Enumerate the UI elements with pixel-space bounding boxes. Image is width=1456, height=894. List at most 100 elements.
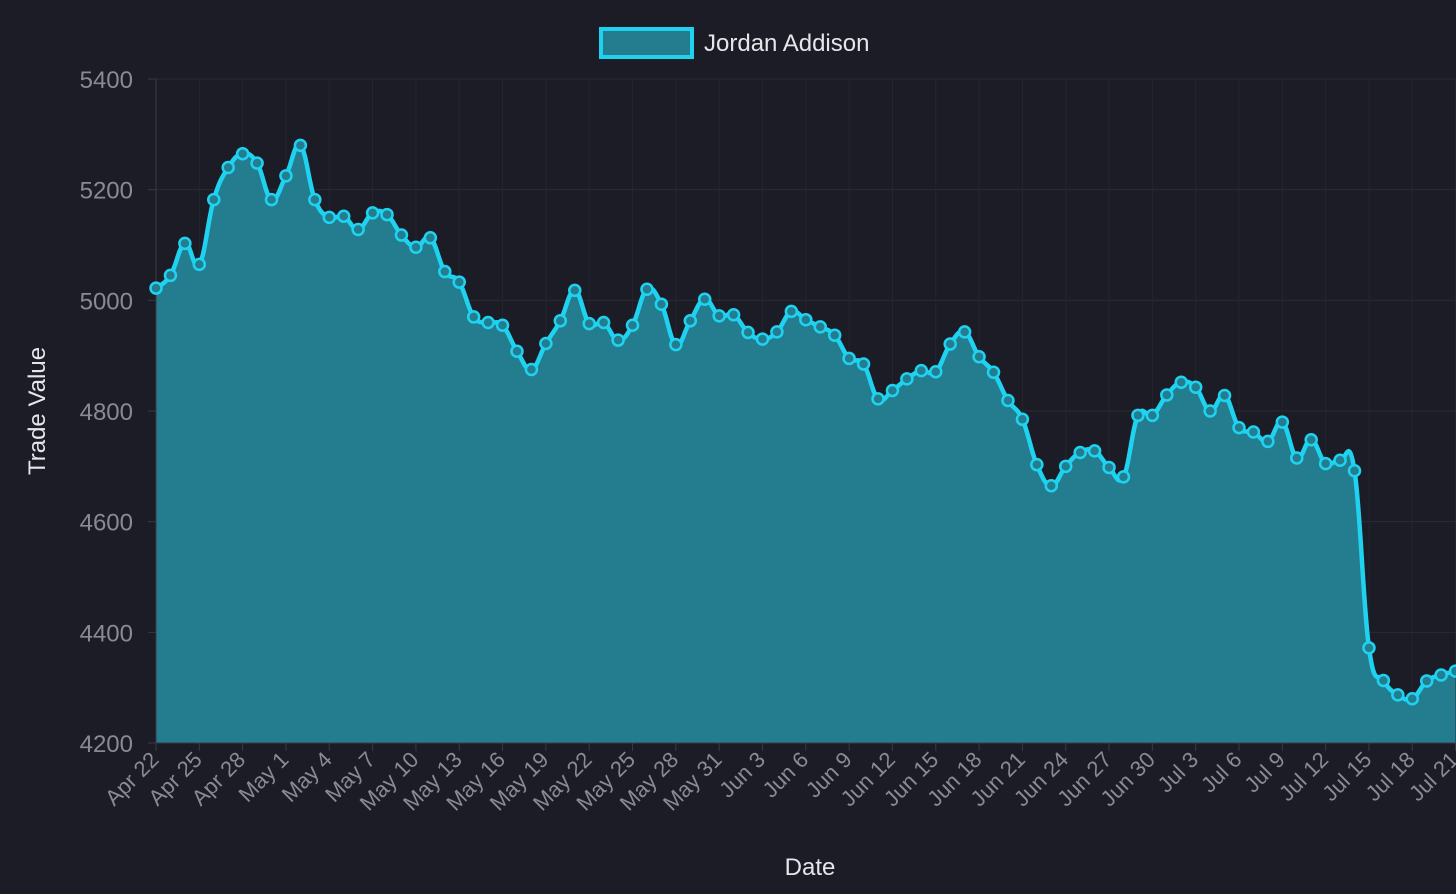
data-point[interactable] [163,268,178,283]
data-point[interactable] [972,350,986,364]
data-point[interactable] [1174,375,1188,389]
data-point[interactable] [871,392,885,406]
data-point[interactable] [495,318,510,332]
data-point[interactable] [1217,388,1232,403]
data-point[interactable] [986,365,1001,380]
data-point[interactable] [611,333,625,347]
data-point[interactable] [582,316,596,331]
data-point[interactable] [712,309,726,323]
data-point[interactable] [264,192,279,207]
data-point[interactable] [235,146,250,161]
data-point[interactable] [336,209,351,223]
data-point[interactable] [409,240,423,254]
data-point[interactable] [1058,459,1073,474]
data-point[interactable] [669,337,683,352]
data-point[interactable] [856,357,871,371]
data-point[interactable] [1102,460,1116,475]
data-point[interactable] [640,282,654,297]
data-point[interactable] [1333,453,1347,467]
y-tick-label: 4400 [80,620,133,647]
data-point[interactable] [929,364,943,379]
data-point[interactable] [943,337,957,351]
data-point[interactable] [885,383,900,398]
data-point[interactable] [596,315,611,330]
data-point[interactable] [1391,688,1405,702]
data-point[interactable] [308,192,322,207]
data-point[interactable] [1304,433,1318,447]
data-point[interactable] [293,138,308,153]
data-point[interactable] [1044,478,1059,493]
data-point[interactable] [1261,434,1275,449]
data-point[interactable] [178,236,192,251]
data-point[interactable] [827,328,842,342]
data-point[interactable] [1434,668,1448,682]
data-point[interactable] [207,192,221,207]
data-point[interactable] [394,228,409,242]
data-point[interactable] [654,297,669,311]
data-point[interactable] [1448,664,1456,678]
data-point[interactable] [799,312,813,327]
data-point[interactable] [813,320,827,334]
data-point[interactable] [452,275,466,289]
data-point[interactable] [322,210,337,225]
data-point[interactable] [192,257,207,272]
data-point[interactable] [1131,408,1145,423]
data-point[interactable] [1246,425,1261,439]
data-point[interactable] [1160,388,1174,402]
data-point[interactable] [250,156,264,170]
data-point[interactable] [1030,457,1044,472]
data-point[interactable] [770,325,784,339]
legend[interactable]: Jordan Addison [599,27,869,59]
data-point[interactable] [568,283,582,298]
data-point[interactable] [900,372,914,386]
data-point[interactable] [1087,444,1102,458]
data-point[interactable] [957,325,972,339]
data-point[interactable] [1188,380,1203,394]
data-point[interactable] [524,362,539,377]
data-point[interactable] [784,304,799,319]
data-point[interactable] [1290,451,1304,465]
x-tick-label: Jul 21 [1404,747,1456,806]
data-point[interactable] [625,318,640,332]
x-tick-label: Jul 12 [1274,747,1333,806]
data-point[interactable] [741,325,755,340]
data-point[interactable] [914,363,929,378]
data-point[interactable] [1275,415,1290,429]
data-point[interactable] [1419,674,1434,688]
data-point[interactable] [380,207,394,222]
data-point[interactable] [510,344,524,358]
data-point[interactable] [1362,641,1376,655]
data-point[interactable] [553,314,568,328]
data-point[interactable] [683,314,698,328]
data-point[interactable] [466,310,481,324]
x-tick-label: Jun 3 [714,747,770,803]
data-point[interactable] [1203,404,1217,418]
data-point[interactable] [1116,470,1131,484]
data-point[interactable] [365,206,380,220]
data-point[interactable] [1073,445,1087,460]
data-point[interactable] [1347,464,1362,478]
data-point[interactable] [279,169,293,183]
data-point[interactable] [842,351,856,366]
data-point[interactable] [1376,673,1391,688]
points-layer [149,138,1456,706]
data-point[interactable] [1015,412,1030,427]
data-point[interactable] [755,332,770,346]
legend-swatch[interactable] [599,27,694,59]
data-point[interactable] [481,315,495,330]
data-point[interactable] [1001,393,1015,408]
legend-label[interactable]: Jordan Addison [704,30,869,57]
data-point[interactable] [726,307,741,322]
data-point[interactable] [1405,691,1420,706]
data-point[interactable] [423,231,438,245]
data-point[interactable] [149,281,163,295]
data-point[interactable] [438,264,452,279]
data-point[interactable] [221,160,235,175]
data-point[interactable] [351,222,365,237]
data-point[interactable] [697,292,712,306]
data-point[interactable] [539,336,553,351]
data-point[interactable] [1145,408,1160,423]
data-point[interactable] [1318,456,1333,471]
data-point[interactable] [1232,420,1246,435]
